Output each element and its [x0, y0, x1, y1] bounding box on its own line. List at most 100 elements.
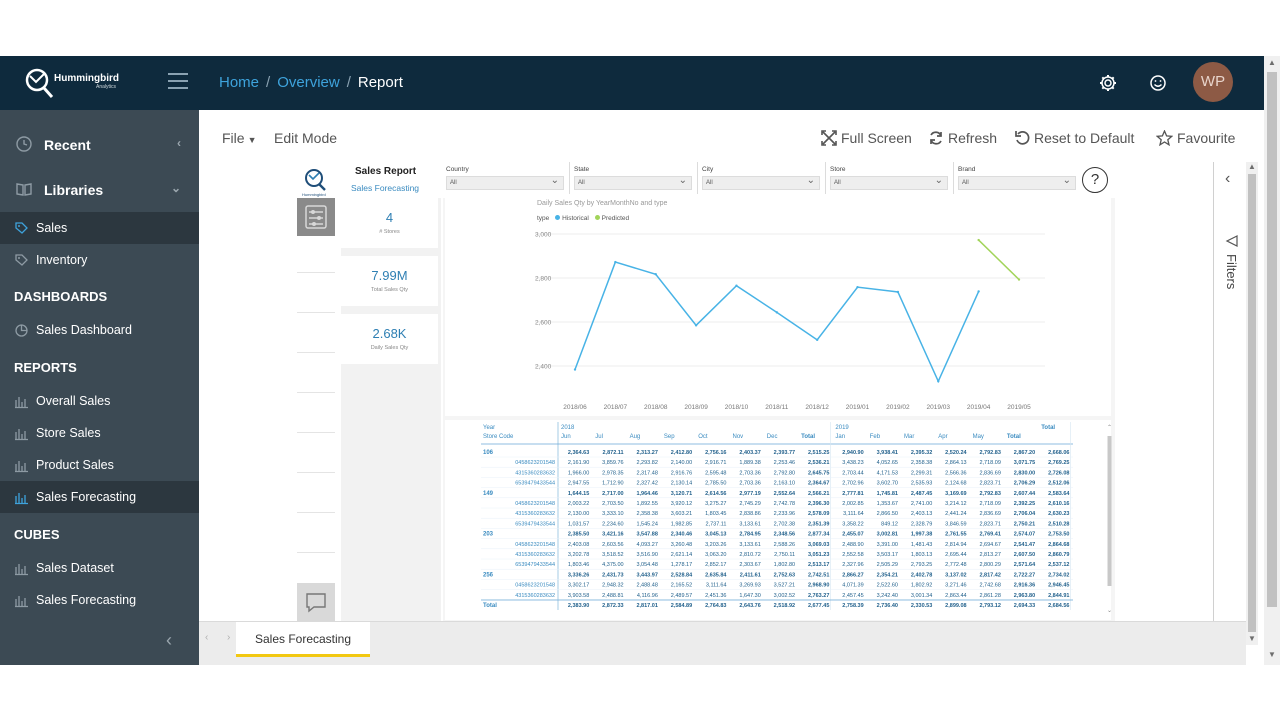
breadcrumb-overview[interactable]: Overview	[277, 74, 340, 91]
sidebar-item-sales-forecasting-cube[interactable]: Sales Forecasting	[0, 584, 199, 616]
filter-city[interactable]: City All	[702, 166, 820, 190]
scrollbar-thumb[interactable]	[1248, 174, 1256, 632]
table-cell: 1,803.46	[568, 562, 589, 568]
sidebar-group-label: Libraries	[44, 182, 104, 198]
row-code: 0458623201548	[515, 583, 555, 589]
sidebar-item-store-sales[interactable]: Store Sales	[0, 417, 199, 449]
reset-to-default-button[interactable]: Reset to Default	[1014, 130, 1134, 146]
scroll-up-arrow-icon[interactable]: ▲	[1268, 58, 1276, 67]
sidebar-item-sales[interactable]: Sales	[0, 212, 199, 244]
scroll-down-arrow-icon[interactable]: ▼	[1248, 634, 1256, 643]
filter-sliders-icon	[305, 205, 327, 229]
breadcrumb-home[interactable]: Home	[219, 74, 260, 91]
sidebar-item-overall-sales[interactable]: Overall Sales	[0, 385, 199, 417]
filter-dropdown[interactable]: All	[574, 175, 692, 190]
nav-divider	[297, 312, 335, 313]
page-scrollbar[interactable]: ▲ ▼	[1264, 56, 1280, 665]
sidebar-item-inventory[interactable]: Inventory	[0, 244, 199, 276]
tab-next-icon[interactable]: ›	[227, 632, 231, 643]
table-cell: 2,535.93	[911, 481, 932, 487]
table-cell: 2,750.21	[1014, 521, 1035, 527]
header-month: Jun	[561, 434, 571, 440]
section-heading-dashboards: DASHBOARDS	[14, 289, 108, 304]
matrix-table[interactable]: Year Store Code 2018 2019 Jun Jul Aug Sep Oct Nov…	[445, 420, 1112, 620]
filter-country[interactable]: Country All	[446, 166, 564, 190]
chevron-left-icon: ‹	[177, 136, 181, 150]
table-cell: 2,694.67	[979, 542, 1000, 548]
table-cell: 2,317.48	[636, 470, 657, 476]
data-point[interactable]	[856, 285, 859, 289]
table-cell: 3,169.69	[945, 491, 966, 497]
collapse-sidebar-icon[interactable]: ‹	[166, 630, 172, 650]
filter-label: Country	[446, 166, 469, 173]
smiley-icon[interactable]	[1147, 72, 1169, 94]
chevron-left-icon[interactable]: ‹	[1225, 170, 1231, 187]
line-chart[interactable]: Daily Sales Qty by YearMonthNo and type …	[445, 198, 1111, 416]
tab-sales-forecasting[interactable]: Sales Forecasting	[236, 622, 370, 657]
filter-brand[interactable]: Brand All	[958, 166, 1076, 190]
table-cell: 2,583.64	[1048, 491, 1070, 497]
help-icon[interactable]: ?	[1082, 167, 1108, 193]
sidebar-item-sales-dataset[interactable]: Sales Dataset	[0, 552, 199, 584]
data-point[interactable]	[1017, 278, 1021, 281]
data-point[interactable]	[977, 238, 980, 242]
filter-dropdown[interactable]: All	[830, 175, 948, 190]
row-code: 0458623201548	[515, 501, 555, 507]
hamburger-menu-icon[interactable]	[168, 73, 188, 89]
filter-dropdown[interactable]: All	[958, 175, 1076, 190]
filter-store[interactable]: Store All	[830, 166, 948, 190]
sidebar-group-recent[interactable]: Recent ‹	[0, 124, 199, 164]
comments-button[interactable]	[297, 583, 335, 621]
breadcrumb-separator: /	[346, 74, 351, 91]
report-nav-button[interactable]	[297, 198, 335, 236]
sidebar-group-libraries[interactable]: Libraries ⌄	[0, 169, 199, 209]
logo-subtext: Analytics	[96, 84, 117, 90]
sidebar-item-sales-dashboard[interactable]: Sales Dashboard	[0, 314, 199, 346]
scrollbar-thumb[interactable]	[1267, 72, 1277, 607]
series-line-predicted[interactable]	[978, 239, 1020, 281]
table-cell: 2,737.11	[705, 521, 726, 527]
tab-prev-icon[interactable]: ‹	[205, 632, 209, 643]
full-screen-button[interactable]: Full Screen	[821, 130, 912, 146]
data-point[interactable]	[896, 290, 900, 294]
row-code: 6539479433544	[515, 562, 555, 568]
filter-state[interactable]: State All	[574, 166, 692, 190]
favourite-button[interactable]: Favourite	[1155, 129, 1235, 147]
data-point[interactable]	[937, 380, 940, 383]
data-point[interactable]	[573, 368, 577, 371]
scroll-up-arrow-icon[interactable]: ▲	[1248, 162, 1256, 171]
table-cell: 2,403.08	[568, 542, 589, 548]
legend-label-historical: Historical	[562, 215, 589, 222]
table-cell: 2,571.64	[1014, 562, 1036, 568]
file-menu[interactable]: File ▼	[222, 130, 256, 146]
filters-pane[interactable]: ‹ Filters	[1213, 162, 1246, 621]
data-point[interactable]	[735, 284, 738, 287]
gear-icon[interactable]	[1097, 72, 1119, 94]
canvas-scrollbar[interactable]: ▲ ▼	[1246, 162, 1258, 645]
refresh-button[interactable]: Refresh	[928, 130, 997, 146]
data-point[interactable]	[815, 338, 819, 342]
filter-label: Brand	[958, 166, 976, 173]
data-point[interactable]	[694, 324, 698, 327]
bar-chart-icon	[15, 493, 28, 505]
sidebar-item-sales-forecasting[interactable]: Sales Forecasting	[0, 481, 199, 513]
data-point[interactable]	[977, 290, 980, 293]
scroll-down-arrow-icon[interactable]: ▼	[1268, 650, 1276, 659]
filter-divider	[569, 162, 570, 194]
svg-text:⌃: ⌃	[1107, 424, 1112, 431]
data-point[interactable]	[614, 260, 617, 264]
table-scrollbar[interactable]: ⌃ ⌄	[1107, 424, 1112, 614]
user-avatar[interactable]: WP	[1193, 62, 1233, 102]
table-cell: 3,260.48	[671, 542, 692, 548]
data-point[interactable]	[775, 311, 779, 314]
clock-icon	[16, 136, 32, 152]
table-cell: 2,340.46	[671, 532, 692, 538]
filter-dropdown[interactable]: All	[702, 175, 820, 190]
filter-dropdown[interactable]: All	[446, 175, 564, 190]
sidebar-item-product-sales[interactable]: Product Sales	[0, 449, 199, 481]
app-logo[interactable]: Hummingbird Analytics	[24, 66, 134, 100]
data-point[interactable]	[654, 273, 657, 276]
table-cell: 1,712.90	[602, 481, 623, 487]
x-tick-label: 2018/09	[684, 404, 708, 411]
edit-mode-button[interactable]: Edit Mode	[274, 130, 338, 146]
